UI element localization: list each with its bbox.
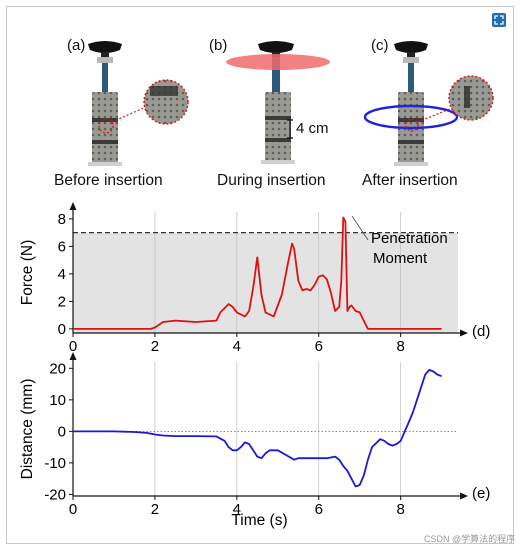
x-tick-label-0: 0: [69, 501, 77, 518]
figure-frame: [6, 6, 514, 544]
x-tick-label-2: 4: [233, 501, 241, 518]
y-tick-label-0: 0: [58, 321, 66, 338]
annotation-line2: Moment: [373, 250, 428, 267]
force-chart: 0 2 4 6 8 0 2 4 6 8 Force (N) Penetration Moment (d): [19, 202, 490, 355]
y-tick-label-2: 0: [58, 423, 66, 440]
x-tick-label-4: 8: [396, 501, 404, 518]
x-tick-label-4: 8: [396, 338, 404, 355]
panel-label-b: (b): [209, 37, 228, 54]
caption-after: After insertion: [362, 172, 458, 189]
x-tick-label-2: 4: [233, 338, 241, 355]
y-tick-label-1: -10: [44, 455, 66, 472]
shaded-region: [73, 232, 458, 333]
y-axis-arrow: [69, 202, 77, 210]
annotation-arrow: [351, 215, 369, 241]
panel-label-a: (a): [67, 37, 86, 54]
y-tick-label-4: 8: [58, 211, 66, 228]
distance-chart: -20 -10 0 10 20 0 2 4 6 8 Distance (mm) Time (s) (e): [19, 352, 490, 529]
panel-label-e: (e): [472, 485, 490, 502]
y-axis-label: Force (N): [19, 240, 36, 305]
watermark: CSDN @学算法的程序: [424, 534, 516, 544]
panel-label-c: (c): [371, 37, 389, 54]
photo-before-insertion: [88, 41, 189, 166]
x-axis-label: Time (s): [231, 512, 287, 529]
caption-during: During insertion: [217, 172, 326, 189]
photo-strip: [88, 41, 494, 166]
series-line-0: [73, 369, 442, 488]
y-tick-label-4: 20: [49, 360, 66, 377]
y-axis-label: Distance (mm): [19, 379, 36, 480]
y-tick-label-0: -20: [44, 486, 66, 503]
x-tick-label-1: 2: [151, 338, 159, 355]
x-tick-label-3: 6: [315, 338, 323, 355]
x-tick-label-3: 6: [315, 501, 323, 518]
scale-label: 4 cm: [296, 120, 329, 137]
y-tick-label-1: 2: [58, 293, 66, 310]
y-tick-label-3: 10: [49, 392, 66, 409]
series-line-0: [73, 216, 442, 330]
x-tick-label-1: 2: [151, 501, 159, 518]
y-tick-label-3: 6: [58, 238, 66, 255]
y-tick-label-2: 4: [58, 266, 66, 283]
x-axis-arrow: [460, 329, 468, 337]
annotation-line1: Penetration: [371, 230, 448, 247]
expand-icon[interactable]: [492, 13, 506, 27]
x-tick-label-0: 0: [69, 338, 77, 355]
panel-label-d: (d): [472, 323, 490, 340]
x-axis-arrow: [460, 492, 468, 500]
y-axis-arrow: [69, 352, 77, 360]
expand-glyph: [494, 15, 504, 25]
caption-before: Before insertion: [54, 172, 163, 189]
photo-during-insertion: [226, 41, 330, 164]
photo-after-insertion: [363, 41, 494, 166]
